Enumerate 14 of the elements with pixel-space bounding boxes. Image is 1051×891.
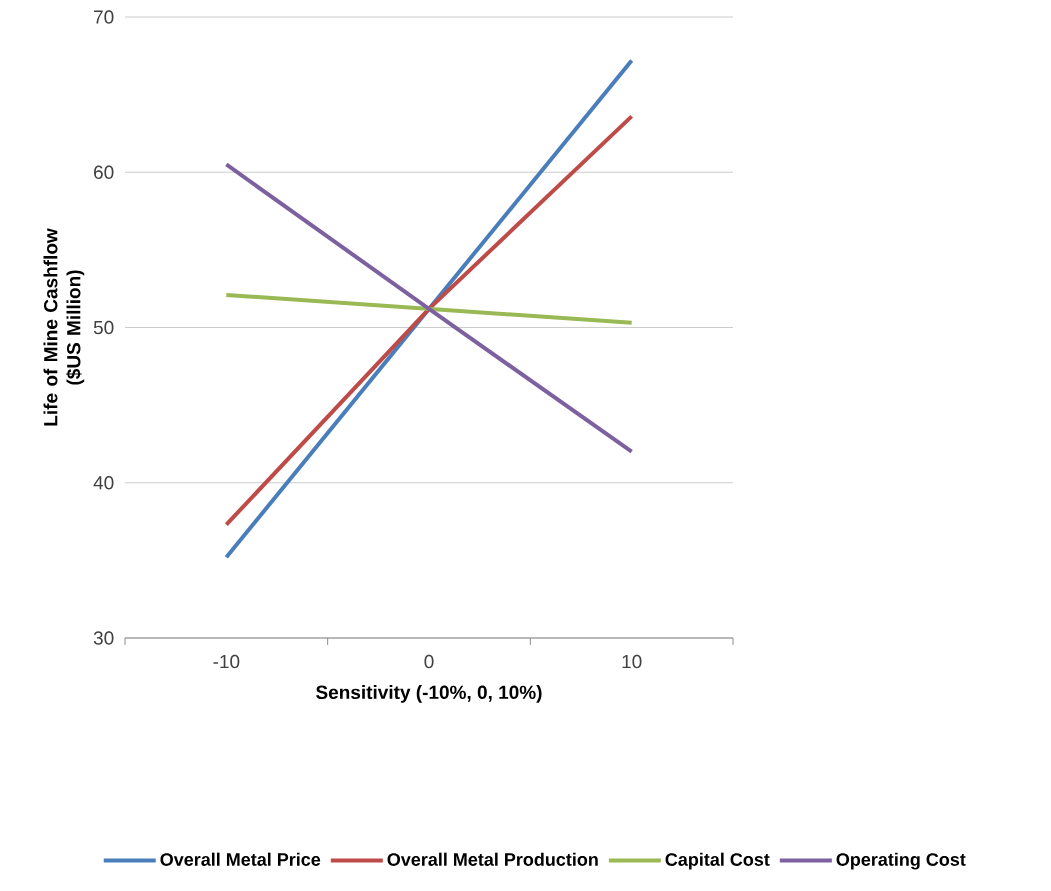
y-tick-label: 50 bbox=[93, 320, 114, 335]
y-tick-label: 30 bbox=[93, 631, 114, 645]
legend-label: Overall Metal Production bbox=[387, 852, 598, 866]
y-tick-label: 70 bbox=[94, 10, 114, 24]
y-tick-label: 60 bbox=[94, 165, 114, 179]
legend-label: Overall Metal Price bbox=[160, 852, 321, 866]
x-tick-label: 10 bbox=[622, 654, 642, 669]
legend-label: Operating Cost bbox=[836, 852, 966, 870]
x-axis-title: Sensitivity (-10%, 0, 10%) bbox=[316, 685, 542, 703]
legend-label: Capital Cost bbox=[665, 852, 770, 870]
x-tick-label: -10 bbox=[213, 654, 240, 669]
y-axis-title: Life of Mine Cashflow ($US Million) bbox=[43, 228, 85, 426]
y-tick-label: 40 bbox=[93, 476, 114, 490]
x-tick-label: 0 bbox=[424, 654, 434, 669]
